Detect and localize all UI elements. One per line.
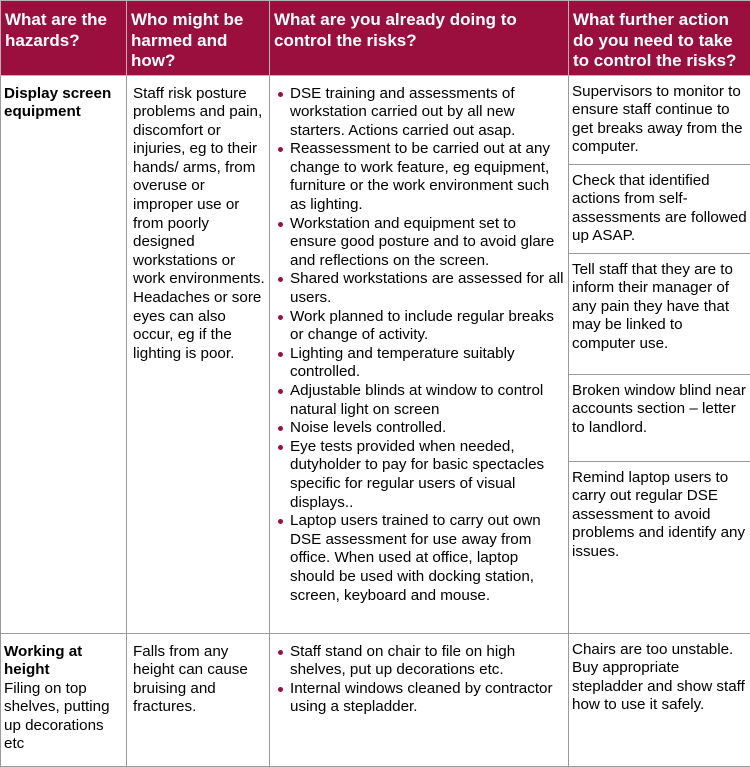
- further-action-cell: Chairs are too unstable. Buy appropriate…: [569, 633, 750, 766]
- hazard-cell: Display screen equipment: [1, 75, 127, 633]
- list-item: Work planned to include regular breaks o…: [276, 308, 566, 345]
- hazard-title: Working at height: [4, 643, 82, 679]
- who-harmed-cell: Falls from any height can cause bruising…: [127, 633, 270, 766]
- further-action-cell: Supervisors to monitor to ensure staff c…: [569, 75, 750, 633]
- header-current-controls: What are you already doing to control th…: [270, 1, 569, 76]
- further-action-item: Broken window blind near accounts sectio…: [569, 375, 750, 462]
- table-row: Display screen equipment Staff risk post…: [1, 75, 750, 633]
- header-who-harmed: Who might be harmed and how?: [127, 1, 270, 76]
- current-controls-cell: DSE training and assessments of workstat…: [270, 75, 569, 633]
- further-action-item: Tell staff that they are to inform their…: [569, 254, 750, 375]
- who-harmed-cell: Staff risk posture problems and pain, di…: [127, 75, 270, 633]
- list-item: Lighting and temperature suitably contro…: [276, 345, 566, 382]
- list-item: Workstation and equipment set to ensure …: [276, 215, 566, 271]
- hazard-title: Display screen equipment: [4, 85, 111, 121]
- list-item: DSE training and assessments of workstat…: [276, 85, 566, 141]
- list-item: Internal windows cleaned by contractor u…: [276, 680, 566, 717]
- current-controls-cell: Staff stand on chair to file on high she…: [270, 633, 569, 766]
- hazard-detail: Filing on top shelves, putting up decora…: [4, 680, 110, 753]
- table-row: Working at height Filing on top shelves,…: [1, 633, 750, 766]
- controls-list: Staff stand on chair to file on high she…: [276, 643, 566, 717]
- list-item: Reassessment to be carried out at any ch…: [276, 140, 566, 214]
- list-item: Shared workstations are assessed for all…: [276, 270, 566, 307]
- list-item: Noise levels controlled.: [276, 419, 566, 438]
- header-hazards: What are the hazards?: [1, 1, 127, 76]
- hazard-cell: Working at height Filing on top shelves,…: [1, 633, 127, 766]
- controls-list: DSE training and assessments of workstat…: [276, 85, 566, 606]
- further-action-item: Remind laptop users to carry out regular…: [569, 462, 750, 570]
- further-action-item: Check that identified actions from self-…: [569, 165, 750, 254]
- header-further-action: What further action do you need to take …: [569, 1, 750, 76]
- further-action-item: Chairs are too unstable. Buy appropriate…: [569, 634, 750, 723]
- list-item: Laptop users trained to carry out own DS…: [276, 512, 566, 605]
- list-item: Staff stand on chair to file on high she…: [276, 643, 566, 680]
- header-row: What are the hazards? Who might be harme…: [1, 1, 750, 76]
- list-item: Eye tests provided when needed, dutyhold…: [276, 438, 566, 512]
- list-item: Adjustable blinds at window to control n…: [276, 382, 566, 419]
- further-action-item: Supervisors to monitor to ensure staff c…: [569, 76, 750, 165]
